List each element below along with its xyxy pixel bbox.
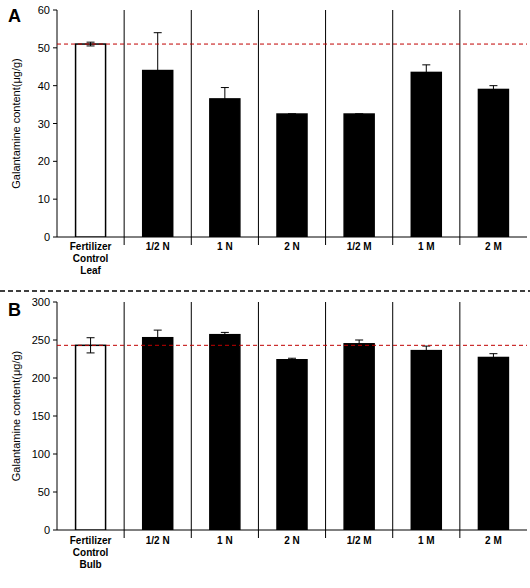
category-separator xyxy=(124,10,125,245)
bar xyxy=(76,44,106,237)
x-tick-label: 1 M xyxy=(418,241,435,252)
reference-line xyxy=(57,345,527,346)
x-tick-label: 1/2 N xyxy=(146,535,170,546)
x-tick-label: 1 N xyxy=(217,535,233,546)
y-tick-label: 150 xyxy=(32,410,50,422)
category-separator xyxy=(191,302,192,538)
category-separator xyxy=(325,10,326,245)
marks xyxy=(57,33,527,237)
category-separator xyxy=(459,10,460,245)
bar xyxy=(411,72,441,237)
x-tick-label: 2 M xyxy=(485,241,502,252)
error-bar xyxy=(355,340,363,348)
x-tick-label: FertilizerControlLeaf xyxy=(70,241,112,276)
category-separator xyxy=(459,302,460,538)
error-bar xyxy=(355,114,363,115)
marks xyxy=(57,330,527,530)
error-bar xyxy=(288,114,296,115)
x-tick-label: 2 N xyxy=(284,241,300,252)
x-tick-label: 1/2 M xyxy=(347,241,372,252)
figure: A Galantamine content(μg/g) 0 10 20 30 40 50 60 F… xyxy=(0,0,530,588)
x-tick-label: 1 N xyxy=(217,241,233,252)
y-tick xyxy=(53,161,57,162)
x-tick-label: FertilizerControlBulb xyxy=(70,535,112,570)
x-tick-label: 2 M xyxy=(485,535,502,546)
category-separator xyxy=(325,302,326,538)
bar xyxy=(210,335,240,530)
y-tick-label: 50 xyxy=(38,486,50,498)
x-tick-label: 2 N xyxy=(284,535,300,546)
y-tick xyxy=(53,10,57,11)
error-bar xyxy=(221,88,229,111)
error-bar xyxy=(221,332,229,337)
y-tick xyxy=(53,416,57,417)
error-bar xyxy=(288,358,296,361)
bar xyxy=(210,99,240,237)
bar xyxy=(76,345,106,530)
error-bar xyxy=(489,86,497,94)
y-tick-label: 60 xyxy=(38,4,50,16)
category-separator xyxy=(258,302,259,538)
category-separator xyxy=(392,302,393,538)
y-tick xyxy=(53,123,57,124)
bar xyxy=(411,351,441,530)
y-tick-label: 50 xyxy=(38,42,50,54)
bar xyxy=(277,114,307,237)
panel-label: B xyxy=(8,300,21,320)
y-tick xyxy=(53,237,57,238)
category-separator xyxy=(191,10,192,245)
y-tick xyxy=(53,378,57,379)
panel: A Galantamine content(μg/g) 0 10 20 30 40 50 60 F… xyxy=(8,4,527,276)
y-axis-label: Galantamine content(μg/g) xyxy=(10,351,22,481)
y-axis-label: Galantamine content(μg/g) xyxy=(10,58,22,188)
y-axis xyxy=(57,302,58,530)
error-bar xyxy=(489,354,497,362)
y-tick xyxy=(53,492,57,493)
y-tick xyxy=(53,302,57,303)
bar xyxy=(478,89,508,237)
bar xyxy=(143,338,173,530)
bar xyxy=(277,360,307,530)
x-tick-label: 1 M xyxy=(418,535,435,546)
category-separator xyxy=(392,10,393,245)
y-tick-label: 250 xyxy=(32,334,50,346)
panel: B Galantamine content(μg/g) 0 50 100 150 200 25… xyxy=(8,296,527,570)
y-tick-label: 0 xyxy=(44,231,50,243)
y-tick xyxy=(53,47,57,48)
y-tick-label: 200 xyxy=(32,372,50,384)
y-tick-label: 300 xyxy=(32,296,50,308)
x-tick-label: 1/2 N xyxy=(146,241,170,252)
category-separator xyxy=(258,10,259,245)
panel-separator xyxy=(0,290,530,292)
y-tick-label: 30 xyxy=(38,118,50,130)
bar xyxy=(478,357,508,530)
bar xyxy=(344,344,374,530)
error-bar xyxy=(422,346,430,355)
error-bar xyxy=(422,65,430,80)
y-tick xyxy=(53,199,57,200)
y-tick-label: 100 xyxy=(32,448,50,460)
x-tick-label: 1/2 M xyxy=(347,535,372,546)
reference-line xyxy=(57,44,527,45)
y-tick xyxy=(53,530,57,531)
error-bar xyxy=(154,330,162,345)
category-separator xyxy=(124,302,125,538)
bar xyxy=(344,114,374,237)
y-tick-label: 20 xyxy=(38,155,50,167)
y-tick xyxy=(53,454,57,455)
y-tick xyxy=(53,85,57,86)
y-tick-label: 40 xyxy=(38,80,50,92)
y-tick-label: 10 xyxy=(38,193,50,205)
panel-label: A xyxy=(8,6,21,26)
y-tick xyxy=(53,340,57,341)
chart-svg: A Galantamine content(μg/g) 0 10 20 30 40 50 60 F… xyxy=(0,0,530,588)
y-tick-label: 0 xyxy=(44,524,50,536)
